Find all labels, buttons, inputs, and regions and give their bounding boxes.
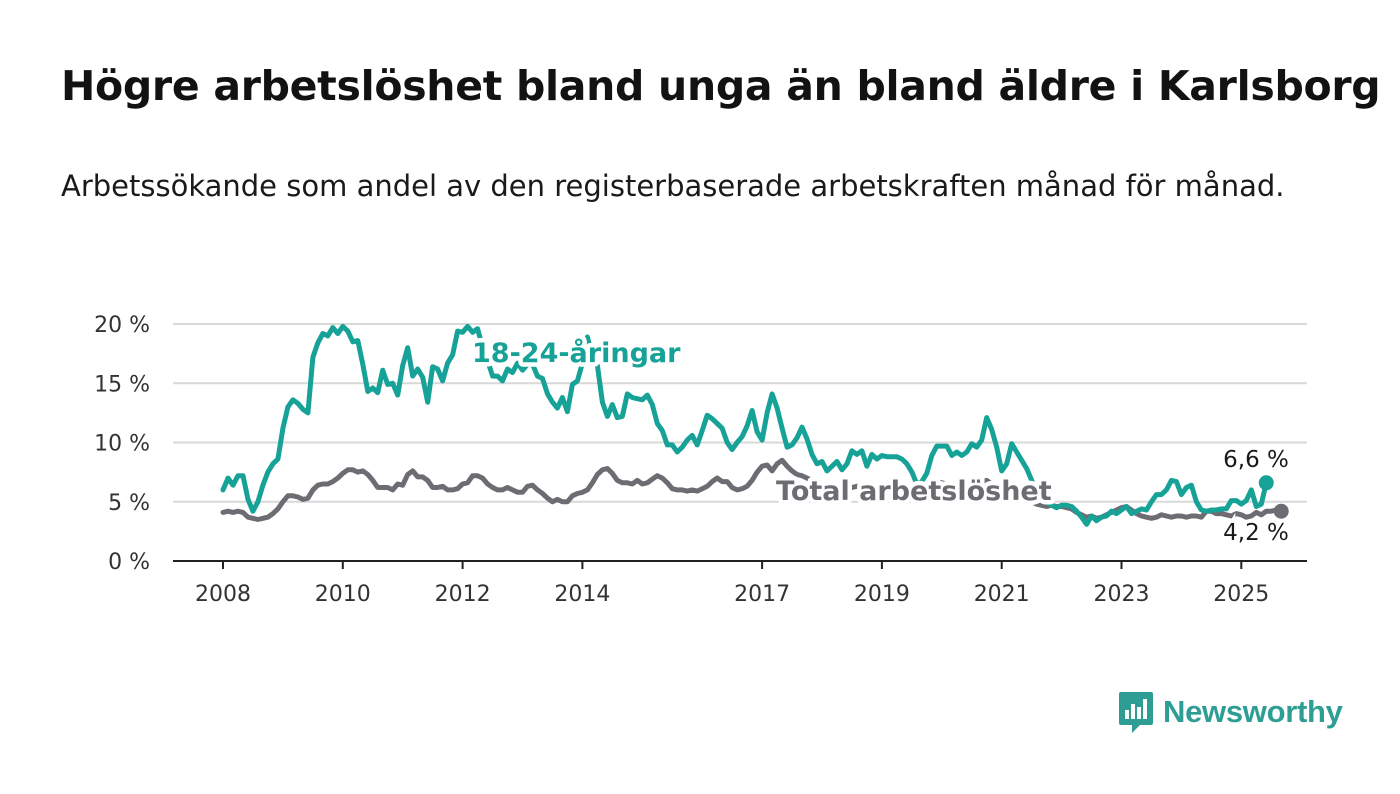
end-dot-youth	[1258, 475, 1274, 491]
series-line-youth	[220, 323, 1269, 527]
chart-subtitle: Arbetssökande som andel av den registerb…	[61, 169, 1285, 203]
y-tick-label: 0 %	[108, 550, 150, 575]
series-label-total: Total arbetslöshet	[776, 476, 1052, 507]
series-lines	[220, 323, 1289, 527]
x-tick-label: 2023	[1094, 582, 1150, 607]
newsworthy-logo-icon	[1119, 692, 1153, 733]
x-tick-label: 2025	[1213, 582, 1269, 607]
x-tick-label: 2017	[734, 582, 790, 607]
x-tick-label: 2010	[315, 582, 371, 607]
x-tick-label: 2014	[554, 582, 610, 607]
y-axis-ticks: 0 % 5 % 10 % 15 % 20 %	[94, 313, 150, 575]
gridlines	[173, 323, 1307, 503]
x-tick-label: 2012	[435, 582, 491, 607]
y-tick-label: 10 %	[94, 432, 150, 457]
y-tick-label: 5 %	[108, 491, 150, 516]
end-dot-total	[1273, 503, 1289, 519]
series-labels: 18-24-åringar Total arbetslöshet 6,6 % 4…	[468, 333, 1293, 550]
y-tick-label: 15 %	[94, 372, 150, 397]
series-label-youth: 18-24-åringar	[472, 337, 681, 369]
end-value-youth: 6,6 %	[1223, 447, 1289, 473]
y-tick-label: 20 %	[94, 313, 150, 338]
x-tick-label: 2019	[854, 582, 910, 607]
brand-name: Newsworthy	[1163, 694, 1343, 729]
x-axis-ticks: 2008 2010 2012 2014 2017 2019 2021 2023 2025	[173, 560, 1307, 607]
chart-title: Högre arbetslöshet bland unga än bland ä…	[61, 62, 1381, 110]
x-tick-label: 2021	[974, 582, 1030, 607]
newsworthy-brand: Newsworthy	[1118, 690, 1343, 734]
end-value-total: 4,2 %	[1223, 520, 1289, 546]
x-tick-label: 2008	[195, 582, 251, 607]
